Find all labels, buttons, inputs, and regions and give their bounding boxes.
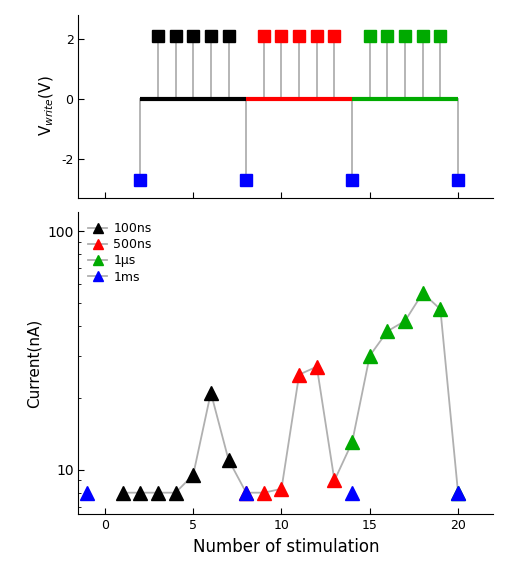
X-axis label: Number of stimulation: Number of stimulation bbox=[192, 537, 378, 555]
Legend: 100ns, 500ns, 1μs, 1ms: 100ns, 500ns, 1μs, 1ms bbox=[84, 218, 155, 287]
Y-axis label: V$_{write}$(V): V$_{write}$(V) bbox=[37, 76, 56, 137]
Y-axis label: Current(nA): Current(nA) bbox=[27, 318, 41, 408]
